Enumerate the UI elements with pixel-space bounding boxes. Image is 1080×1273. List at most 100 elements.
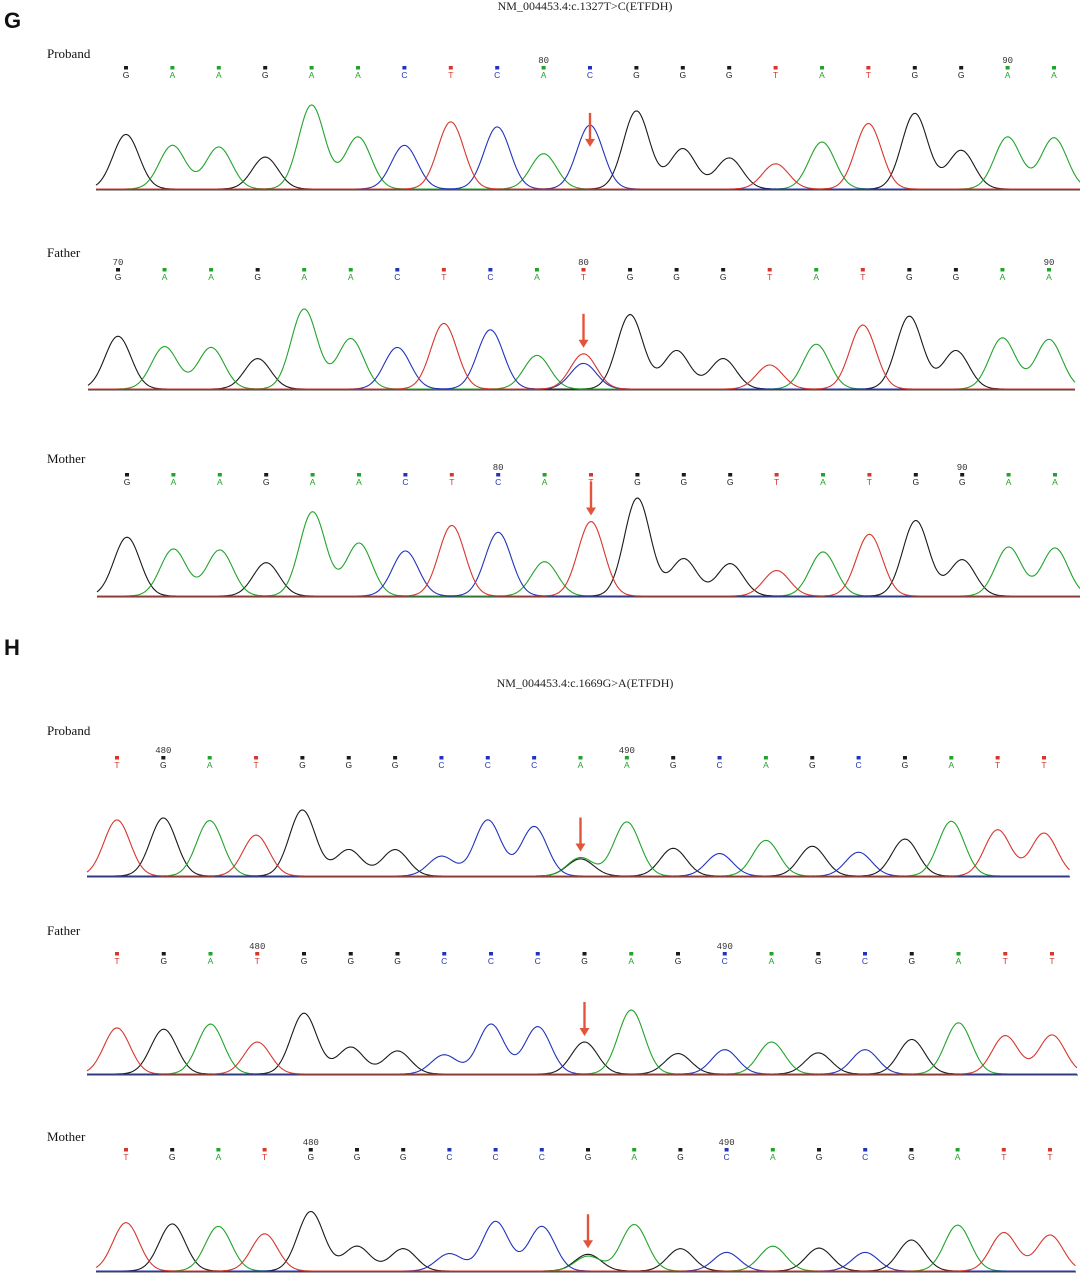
base-call-marker [162, 268, 167, 272]
base-call: T [767, 272, 772, 282]
base-call-marker [401, 1148, 406, 1152]
base-call-marker [817, 1148, 821, 1152]
trace-a [87, 820, 1070, 877]
base-call-marker [217, 473, 222, 477]
position-number: 90 [1044, 258, 1055, 268]
trace-t [86, 1027, 1078, 1075]
base-call-marker [1005, 66, 1010, 70]
base-call-marker [161, 756, 166, 760]
base-call-marker [588, 66, 592, 70]
base-call-marker [262, 1148, 267, 1152]
base-call-marker [489, 952, 493, 956]
base-call-marker [439, 756, 444, 760]
base-call-marker [1052, 66, 1056, 70]
base-call-marker [909, 952, 914, 956]
panel-g: G NM_004453.4:c.1327T>C(ETFDH) Proband G A A G… [4, 0, 1080, 598]
base-call: A [171, 477, 177, 487]
base-call-marker [488, 268, 493, 272]
base-call-marker [124, 66, 128, 70]
base-call: A [1000, 272, 1006, 282]
base-call-marker [770, 1148, 775, 1152]
position-number: 80 [538, 56, 549, 66]
base-call-marker [728, 473, 733, 477]
base-call-marker [995, 756, 1000, 760]
base-call: C [862, 1152, 868, 1162]
base-call-marker [866, 66, 871, 70]
base-call-marker [208, 952, 213, 956]
trace-c [97, 531, 1080, 597]
base-call: C [722, 956, 728, 966]
base-call-marker [582, 952, 587, 956]
position-number: 480 [249, 942, 265, 952]
base-call-marker [115, 756, 119, 760]
base-call: G [263, 477, 270, 487]
base-call-marker [909, 1148, 914, 1152]
base-call-marker [115, 952, 119, 956]
panel-letter: H [4, 635, 20, 660]
trace-g [95, 110, 1080, 190]
base-call: C [446, 1152, 452, 1162]
position-number: 480 [155, 746, 171, 756]
base-call: G [627, 272, 634, 282]
base-call: T [255, 956, 260, 966]
base-call-marker [535, 952, 540, 956]
trace-g [87, 314, 1075, 390]
base-call-marker [717, 756, 722, 760]
base-call: G [677, 1152, 684, 1162]
base-call-marker [495, 66, 500, 70]
base-call: T [253, 760, 258, 770]
base-call: T [449, 477, 454, 487]
base-call: C [394, 272, 400, 282]
base-call-marker [263, 66, 268, 70]
base-call-marker [403, 473, 408, 477]
base-call: A [355, 70, 361, 80]
base-call-marker [907, 268, 912, 272]
base-call-marker [867, 473, 872, 477]
base-call-marker [960, 473, 965, 477]
base-call: A [301, 272, 307, 282]
base-call-marker [124, 1148, 128, 1152]
base-call: G [254, 272, 261, 282]
panel-letter: G [4, 8, 21, 33]
base-call-marker [1050, 952, 1054, 956]
base-call-marker [346, 756, 351, 760]
base-call: A [208, 272, 214, 282]
base-call: T [1047, 1152, 1052, 1162]
base-call-marker [949, 756, 954, 760]
position-number: 490 [619, 746, 635, 756]
position-number: 480 [303, 1138, 319, 1148]
base-call: G [262, 70, 269, 80]
base-call: G [908, 956, 915, 966]
base-call: T [1001, 1152, 1006, 1162]
base-call: G [160, 956, 167, 966]
base-call: G [307, 1152, 314, 1162]
base-call-marker [680, 66, 685, 70]
base-call: A [1051, 70, 1057, 80]
trace-a [88, 308, 1076, 390]
base-call: T [1003, 956, 1008, 966]
base-call-marker [447, 1148, 452, 1152]
base-call-marker [1000, 268, 1005, 272]
base-call: A [948, 760, 954, 770]
base-call: A [170, 70, 176, 80]
base-call-marker [1006, 473, 1011, 477]
base-call: C [493, 1152, 499, 1162]
base-call-marker [773, 66, 778, 70]
panel-h: H NM_004453.4:c.1669G>A(ETFDH) Proband T G A T… [4, 635, 1078, 1273]
base-call: G [675, 956, 682, 966]
base-call-marker [493, 1148, 498, 1152]
base-call: C [488, 956, 494, 966]
base-call: T [262, 1152, 267, 1162]
base-call-marker [814, 268, 819, 272]
base-call: G [816, 1152, 823, 1162]
base-call-marker [727, 66, 732, 70]
base-call: A [356, 477, 362, 487]
base-call: G [673, 272, 680, 282]
base-call: C [856, 760, 862, 770]
base-call-marker [674, 268, 679, 272]
variant-arrow [586, 481, 596, 516]
base-call: G [123, 70, 130, 80]
base-call: T [441, 272, 446, 282]
base-call-marker [1003, 952, 1008, 956]
base-call-marker [357, 473, 361, 477]
